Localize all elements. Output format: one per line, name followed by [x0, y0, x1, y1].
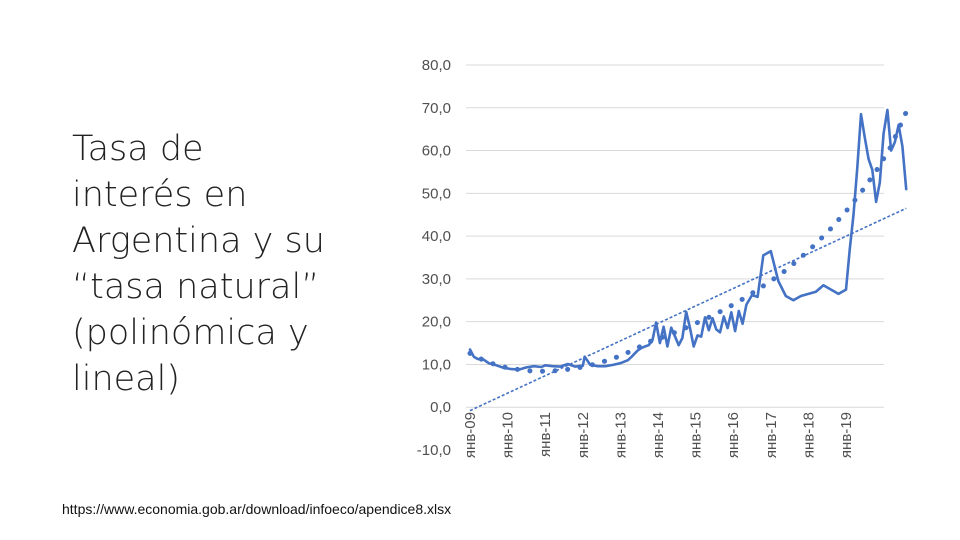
x-tick-label: янв-15 — [688, 412, 705, 458]
x-tick-label: янв-16 — [725, 412, 742, 458]
x-tick-label: янв-11 — [537, 412, 554, 457]
title-line: lineal) — [72, 359, 180, 399]
title-line: Argentina y su — [72, 221, 325, 261]
x-tick-label: янв-13 — [612, 412, 629, 458]
y-axis-labels: 80,0 70,0 60,0 50,0 40,0 30,0 20,0 10,0 0,0 -10,0 — [417, 57, 451, 459]
chart-series — [467, 108, 909, 412]
x-tick-label: янв-18 — [800, 412, 817, 458]
y-tick-label: 80,0 — [422, 57, 451, 74]
polynomial-trend-line — [467, 109, 909, 374]
y-tick-label: 40,0 — [422, 228, 451, 245]
title-line: interés en — [72, 175, 248, 215]
title-line: (polinómica y — [72, 313, 309, 353]
slide-title: Tasa de interés en Argentina y su “tasa nat… — [72, 126, 372, 402]
gridlines — [466, 64, 884, 408]
y-tick-label: 60,0 — [422, 143, 451, 160]
y-tick-label: 30,0 — [422, 271, 451, 288]
title-line: Tasa de — [72, 129, 204, 169]
x-tick-label: янв-12 — [575, 412, 592, 458]
y-tick-label: 20,0 — [422, 314, 451, 331]
source-link[interactable]: https://www.economia.gob.ar/download/inf… — [62, 501, 452, 517]
linear-trend-line — [469, 207, 907, 412]
title-line: “tasa natural” — [72, 267, 320, 307]
y-tick-label: -10,0 — [417, 442, 451, 459]
y-tick-label: 0,0 — [430, 399, 451, 416]
x-tick-label: янв-17 — [763, 412, 780, 458]
x-axis-labels: янв-09 янв-10 янв-11 янв-12 янв-13 янв-14 янв-… — [462, 412, 855, 458]
y-tick-label: 10,0 — [422, 356, 451, 373]
x-tick-label: янв-09 — [462, 412, 479, 458]
interest-rate-line — [468, 108, 908, 371]
x-tick-label: янв-19 — [838, 412, 855, 458]
x-tick-label: янв-14 — [650, 412, 667, 458]
x-tick-label: янв-10 — [500, 412, 517, 458]
y-tick-label: 70,0 — [422, 100, 451, 117]
y-tick-label: 50,0 — [422, 185, 451, 202]
